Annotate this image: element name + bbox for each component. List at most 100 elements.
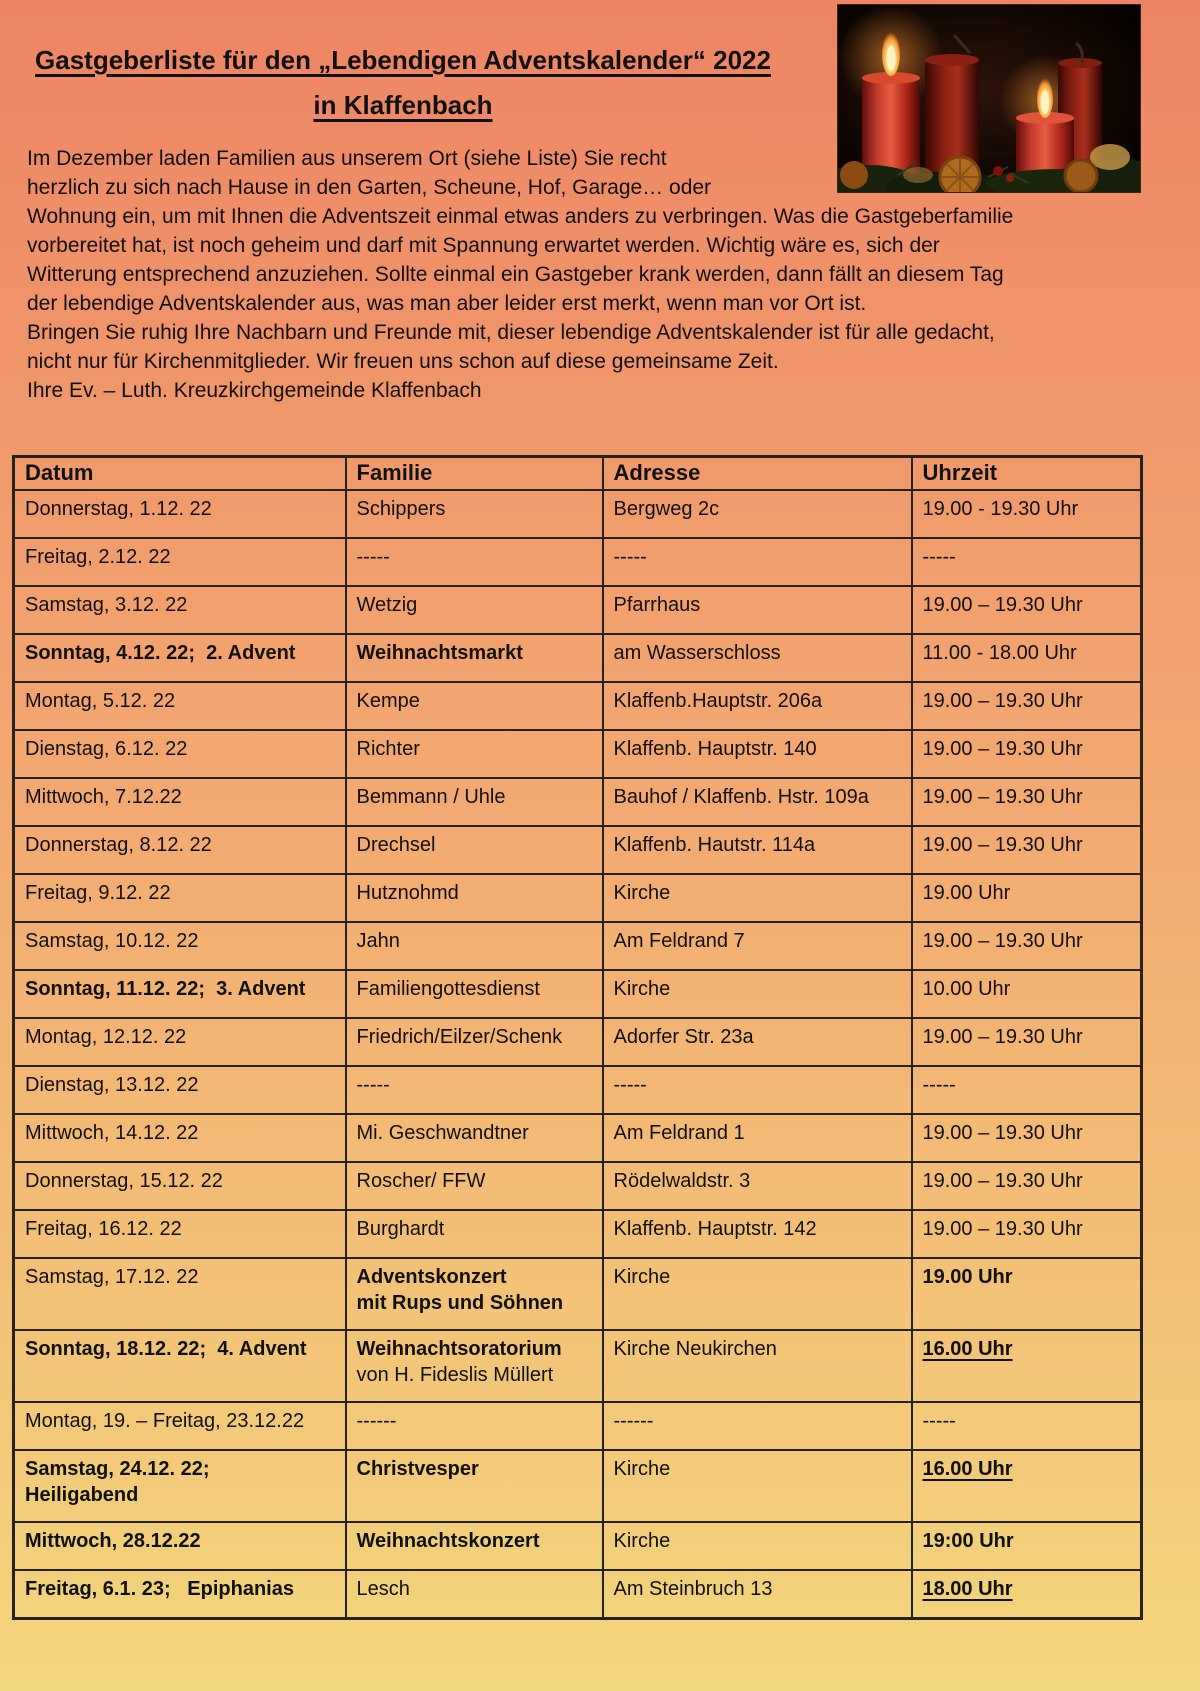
cell-datum: Samstag, 24.12. 22; Heiligabend (12, 1449, 347, 1523)
cell-text: 16.00 Uhr (922, 1338, 1013, 1360)
intro-line: der lebendige Adventskalender aus, was m… (27, 292, 867, 315)
cell-adresse: Adorfer Str. 23a (601, 1017, 913, 1067)
cell-text: Kirche (613, 1266, 671, 1288)
intro-line: Im Dezember laden Familien aus unserem O… (27, 147, 667, 170)
title-line-2: in Klaffenbach (313, 90, 493, 120)
cell-familie: Bemmann / Uhle (344, 777, 604, 827)
cell-familie: Drechsel (344, 825, 604, 875)
column-header-familie: Familie (344, 455, 604, 491)
cell-datum: Dienstag, 6.12. 22 (12, 729, 347, 779)
cell-familie: Familiengottesdienst (344, 969, 604, 1019)
cell-text: Kempe (356, 690, 420, 712)
cell-datum: Montag, 12.12. 22 (12, 1017, 347, 1067)
cell-text: 19.00 - 19.30 Uhr (922, 498, 1079, 520)
table-row: Montag, 19. – Freitag, 23.12.22 ------ ---… (12, 1401, 1143, 1451)
cell-text: Samstag, 17.12. 22 (25, 1266, 199, 1288)
cell-text: Bergweg 2c (613, 498, 720, 520)
cell-uhrzeit: 19.00 – 19.30 Uhr (910, 681, 1143, 731)
page-title: Gastgeberliste für den „Lebendigen Adven… (0, 0, 806, 128)
cell-datum: Freitag, 2.12. 22 (12, 537, 347, 587)
cell-datum: Sonntag, 18.12. 22; 4. Advent (12, 1329, 347, 1403)
intro-line: Bringen Sie ruhig Ihre Nachbarn und Freu… (27, 321, 995, 344)
cell-text: Bauhof / Klaffenb. Hstr. 109a (613, 786, 869, 808)
cell-text: am Wasserschloss (613, 642, 781, 664)
table-row: Dienstag, 13.12. 22 ----- ----- ----- (12, 1065, 1143, 1115)
cell-text: Dienstag, 13.12. 22 (25, 1074, 199, 1096)
cell-uhrzeit: ----- (910, 1401, 1143, 1451)
table-row: Freitag, 2.12. 22 ----- ----- ----- (12, 537, 1143, 587)
intro-line: Wohnung ein, um mit Ihnen die Adventszei… (27, 205, 1014, 228)
cell-text: Kirche (613, 1530, 671, 1552)
cell-text: Jahn (356, 930, 400, 952)
table-row: Samstag, 3.12. 22 Wetzig Pfarrhaus 19.00 – … (12, 585, 1143, 635)
cell-familie: ------ (344, 1401, 604, 1451)
cell-adresse: Kirche (601, 1521, 913, 1571)
cell-uhrzeit: 19:00 Uhr (910, 1521, 1143, 1571)
cell-adresse: Bauhof / Klaffenb. Hstr. 109a (601, 777, 913, 827)
cell-uhrzeit: 19.00 – 19.30 Uhr (910, 921, 1143, 971)
cell-text: Weihnachtskonzert (356, 1530, 540, 1552)
cell-text: ----- (356, 546, 390, 568)
cell-adresse: Klaffenb. Hautstr. 114a (601, 825, 913, 875)
cell-text: Sonntag, 11.12. 22; 3. Advent (25, 978, 306, 1000)
cell-familie: Hutznohmd (344, 873, 604, 923)
cell-adresse: Bergweg 2c (601, 489, 913, 539)
cell-datum: Samstag, 10.12. 22 (12, 921, 347, 971)
cell-text: 11.00 - 18.00 Uhr (922, 642, 1077, 664)
cell-text: 19.00 – 19.30 Uhr (922, 1218, 1083, 1240)
table-row: Sonntag, 18.12. 22; 4. Advent Weihnachtso… (12, 1329, 1143, 1403)
cell-text: Samstag, 10.12. 22 (25, 930, 199, 952)
cell-familie: Weihnachtsmarkt (344, 633, 604, 683)
cell-datum: Freitag, 6.1. 23; Epiphanias (12, 1569, 347, 1620)
cell-text: 19.00 – 19.30 Uhr (922, 786, 1083, 808)
cell-text: Mittwoch, 7.12.22 (25, 786, 182, 808)
cell-text: Donnerstag, 1.12. 22 (25, 498, 212, 520)
cell-text: Mittwoch, 28.12.22 (25, 1530, 201, 1552)
cell-text: 19.00 – 19.30 Uhr (922, 1170, 1083, 1192)
cell-familie: Jahn (344, 921, 604, 971)
table-row: Mittwoch, 28.12.22 Weihnachtskonzert Kirch… (12, 1521, 1143, 1571)
intro-line: herzlich zu sich nach Hause in den Garte… (27, 176, 712, 199)
cell-text: Richter (356, 738, 420, 760)
column-header-datum: Datum (12, 455, 347, 491)
cell-datum: Mittwoch, 28.12.22 (12, 1521, 347, 1571)
cell-text: Adventskonzert (356, 1266, 507, 1288)
cell-text: Adorfer Str. 23a (613, 1026, 754, 1048)
advent-candles-photo (837, 4, 1141, 193)
cell-text: 19.00 – 19.30 Uhr (922, 930, 1083, 952)
table-row: Samstag, 17.12. 22 Adventskonzert mit Rups… (12, 1257, 1143, 1331)
cell-datum: Donnerstag, 15.12. 22 (12, 1161, 347, 1211)
advent-wreath-illustration (838, 5, 1140, 192)
cell-text: ----- (613, 546, 647, 568)
cell-uhrzeit: 19.00 Uhr (910, 1257, 1143, 1331)
cell-text: 16.00 Uhr (922, 1458, 1013, 1480)
cell-text: Sonntag, 4.12. 22; 2. Advent (25, 642, 296, 664)
cell-text: ----- (356, 1074, 390, 1096)
cell-adresse: Klaffenb.Hauptstr. 206a (601, 681, 913, 731)
intro-line: Witterung entsprechend anzuziehen. Sollt… (27, 263, 1004, 286)
cell-text: Dienstag, 6.12. 22 (25, 738, 188, 760)
cell-uhrzeit: 16.00 Uhr (910, 1329, 1143, 1403)
cell-text: Mittwoch, 14.12. 22 (25, 1122, 199, 1144)
cell-text: Schippers (356, 498, 446, 520)
cell-adresse: Kirche (601, 873, 913, 923)
cell-uhrzeit: 16.00 Uhr (910, 1449, 1143, 1523)
cell-text: Roscher/ FFW (356, 1170, 486, 1192)
cell-adresse: Klaffenb. Hauptstr. 142 (601, 1209, 913, 1259)
cell-adresse: Pfarrhaus (601, 585, 913, 635)
cell-text: 19.00 – 19.30 Uhr (922, 690, 1083, 712)
cell-text: Montag, 5.12. 22 (25, 690, 176, 712)
cell-text: Christvesper (356, 1458, 479, 1480)
table-row: Donnerstag, 1.12. 22 Schippers Bergweg 2c 1… (12, 489, 1143, 539)
cell-text: Samstag, 3.12. 22 (25, 594, 188, 616)
cell-uhrzeit: 19.00 – 19.30 Uhr (910, 1017, 1143, 1067)
cell-familie: ----- (344, 537, 604, 587)
table-row: Sonntag, 11.12. 22; 3. Advent Familiengot… (12, 969, 1143, 1019)
cell-text: 19:00 Uhr (922, 1530, 1014, 1552)
cell-adresse: Am Feldrand 7 (601, 921, 913, 971)
cell-familie: Weihnachtskonzert (344, 1521, 604, 1571)
cell-text: 19.00 – 19.30 Uhr (922, 594, 1083, 616)
cell-uhrzeit: 18.00 Uhr (910, 1569, 1143, 1620)
cell-text: 19.00 – 19.30 Uhr (922, 1122, 1083, 1144)
